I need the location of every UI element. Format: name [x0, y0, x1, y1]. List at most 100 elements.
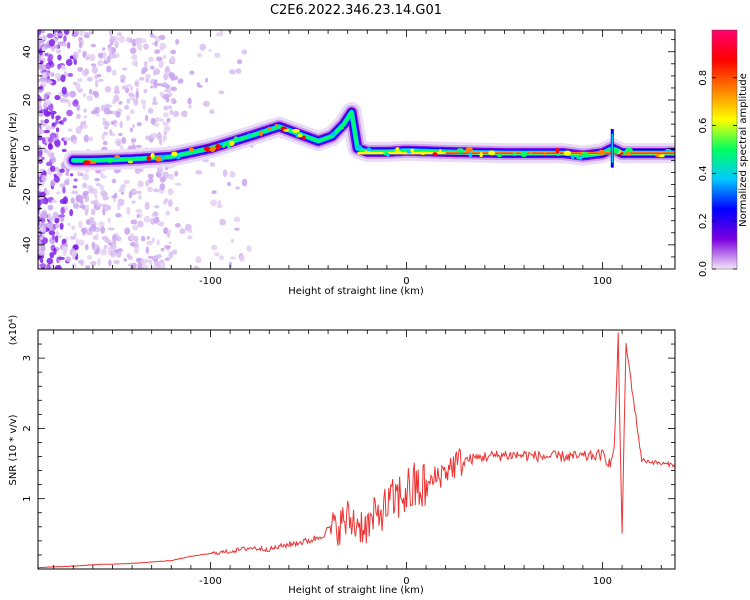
noise-blob — [120, 191, 125, 195]
ridge-blob — [215, 143, 221, 150]
noise-blob — [76, 171, 81, 176]
noise-blob — [129, 233, 135, 241]
noise-blob — [164, 257, 170, 261]
noise-blob — [216, 204, 224, 209]
noise-blob — [241, 178, 248, 187]
noise-blob — [96, 73, 102, 78]
spectrogram-y-label: Frequency (Hz) — [8, 112, 19, 188]
noise-blob — [106, 65, 112, 73]
noise-blob — [109, 250, 116, 258]
y-tick-label: 0 — [22, 145, 33, 151]
noise-blob — [163, 105, 169, 111]
noise-blob — [144, 180, 150, 187]
noise-blob — [101, 236, 109, 241]
noise-blob — [88, 136, 94, 142]
noise-blob — [162, 54, 167, 60]
noise-blob — [63, 243, 68, 248]
noise-blob — [135, 91, 140, 99]
noise-blob — [150, 132, 158, 139]
noise-blob — [237, 59, 243, 65]
noise-blob — [132, 189, 137, 194]
ridge-blob — [386, 152, 390, 157]
noise-blob — [60, 42, 68, 47]
noise-blob — [166, 232, 171, 238]
ridge-blob — [146, 156, 152, 162]
noise-blob — [153, 68, 161, 75]
noise-blob — [95, 233, 99, 241]
noise-blob — [116, 32, 123, 36]
noise-blob — [109, 30, 113, 37]
ridge-blob — [218, 142, 225, 146]
ridge-blob — [259, 130, 263, 137]
ridge-blob — [229, 140, 235, 146]
noise-blob — [147, 108, 154, 114]
noise-blob — [209, 162, 216, 167]
snr-plot-area — [38, 332, 675, 569]
noise-blob — [156, 83, 163, 87]
noise-blob — [105, 104, 113, 108]
noise-blob — [91, 241, 96, 249]
colorbar-ticks: 0.0 0.2 0.4 0.6 0.8 — [698, 70, 737, 277]
noise-blob — [150, 85, 154, 89]
noise-blob — [81, 124, 88, 129]
noise-blob — [54, 223, 60, 228]
noise-blob — [56, 32, 64, 37]
noise-blob — [61, 148, 67, 153]
noise-blob — [145, 73, 151, 79]
noise-blob — [59, 168, 65, 173]
noise-blob — [103, 125, 109, 130]
snr-x-label: Height of straight line (km) — [288, 585, 424, 596]
noise-blob — [90, 63, 97, 67]
noise-blob — [113, 94, 120, 102]
noise-blob — [159, 91, 165, 97]
noise-blob — [72, 51, 79, 59]
noise-blob — [126, 98, 131, 104]
noise-blob — [83, 108, 87, 113]
noise-blob — [38, 103, 42, 111]
noise-blob — [69, 173, 74, 177]
ridge-blob — [420, 151, 426, 156]
noise-blob — [199, 43, 207, 51]
noise-blob — [59, 222, 64, 230]
noise-blob — [97, 60, 104, 67]
noise-blob — [138, 76, 145, 81]
noise-blob — [75, 238, 80, 247]
noise-blob — [164, 245, 171, 250]
noise-blob — [83, 34, 91, 39]
noise-blob — [130, 219, 138, 225]
noise-blob — [78, 259, 84, 265]
noise-blob — [228, 261, 233, 269]
noise-blob — [169, 109, 174, 115]
snr-y-multiplier: (x10⁴) — [8, 315, 19, 346]
noise-blob — [103, 131, 108, 136]
noise-blob — [54, 139, 61, 147]
x-tick-label: 0 — [403, 276, 409, 287]
noise-blob — [79, 204, 86, 209]
noise-blob — [121, 136, 127, 144]
noise-blob — [133, 98, 139, 106]
ridge-blob — [432, 152, 438, 156]
noise-blob — [62, 117, 67, 122]
y-tick-label: -40 — [22, 237, 33, 253]
y-tick-label: 1 — [22, 496, 33, 502]
noise-blob — [119, 120, 123, 129]
snr-marks — [38, 332, 675, 569]
noise-blob — [71, 225, 76, 231]
noise-blob — [156, 239, 160, 246]
noise-blob — [219, 218, 226, 226]
ridge-blob — [330, 132, 337, 137]
noise-blob — [144, 60, 148, 68]
noise-blob — [115, 213, 122, 218]
spectrogram-x-label: Height of straight line (km) — [288, 286, 424, 297]
noise-blob — [43, 93, 47, 101]
noise-blob — [141, 67, 148, 73]
noise-blob — [140, 38, 147, 44]
noise-blob — [153, 255, 159, 260]
noise-blob — [213, 52, 221, 58]
noise-blob — [96, 113, 100, 117]
noise-blob — [44, 150, 48, 154]
noise-blob — [114, 40, 119, 49]
noise-blob — [42, 237, 49, 244]
noise-blob — [65, 256, 72, 262]
noise-blob — [38, 180, 45, 187]
